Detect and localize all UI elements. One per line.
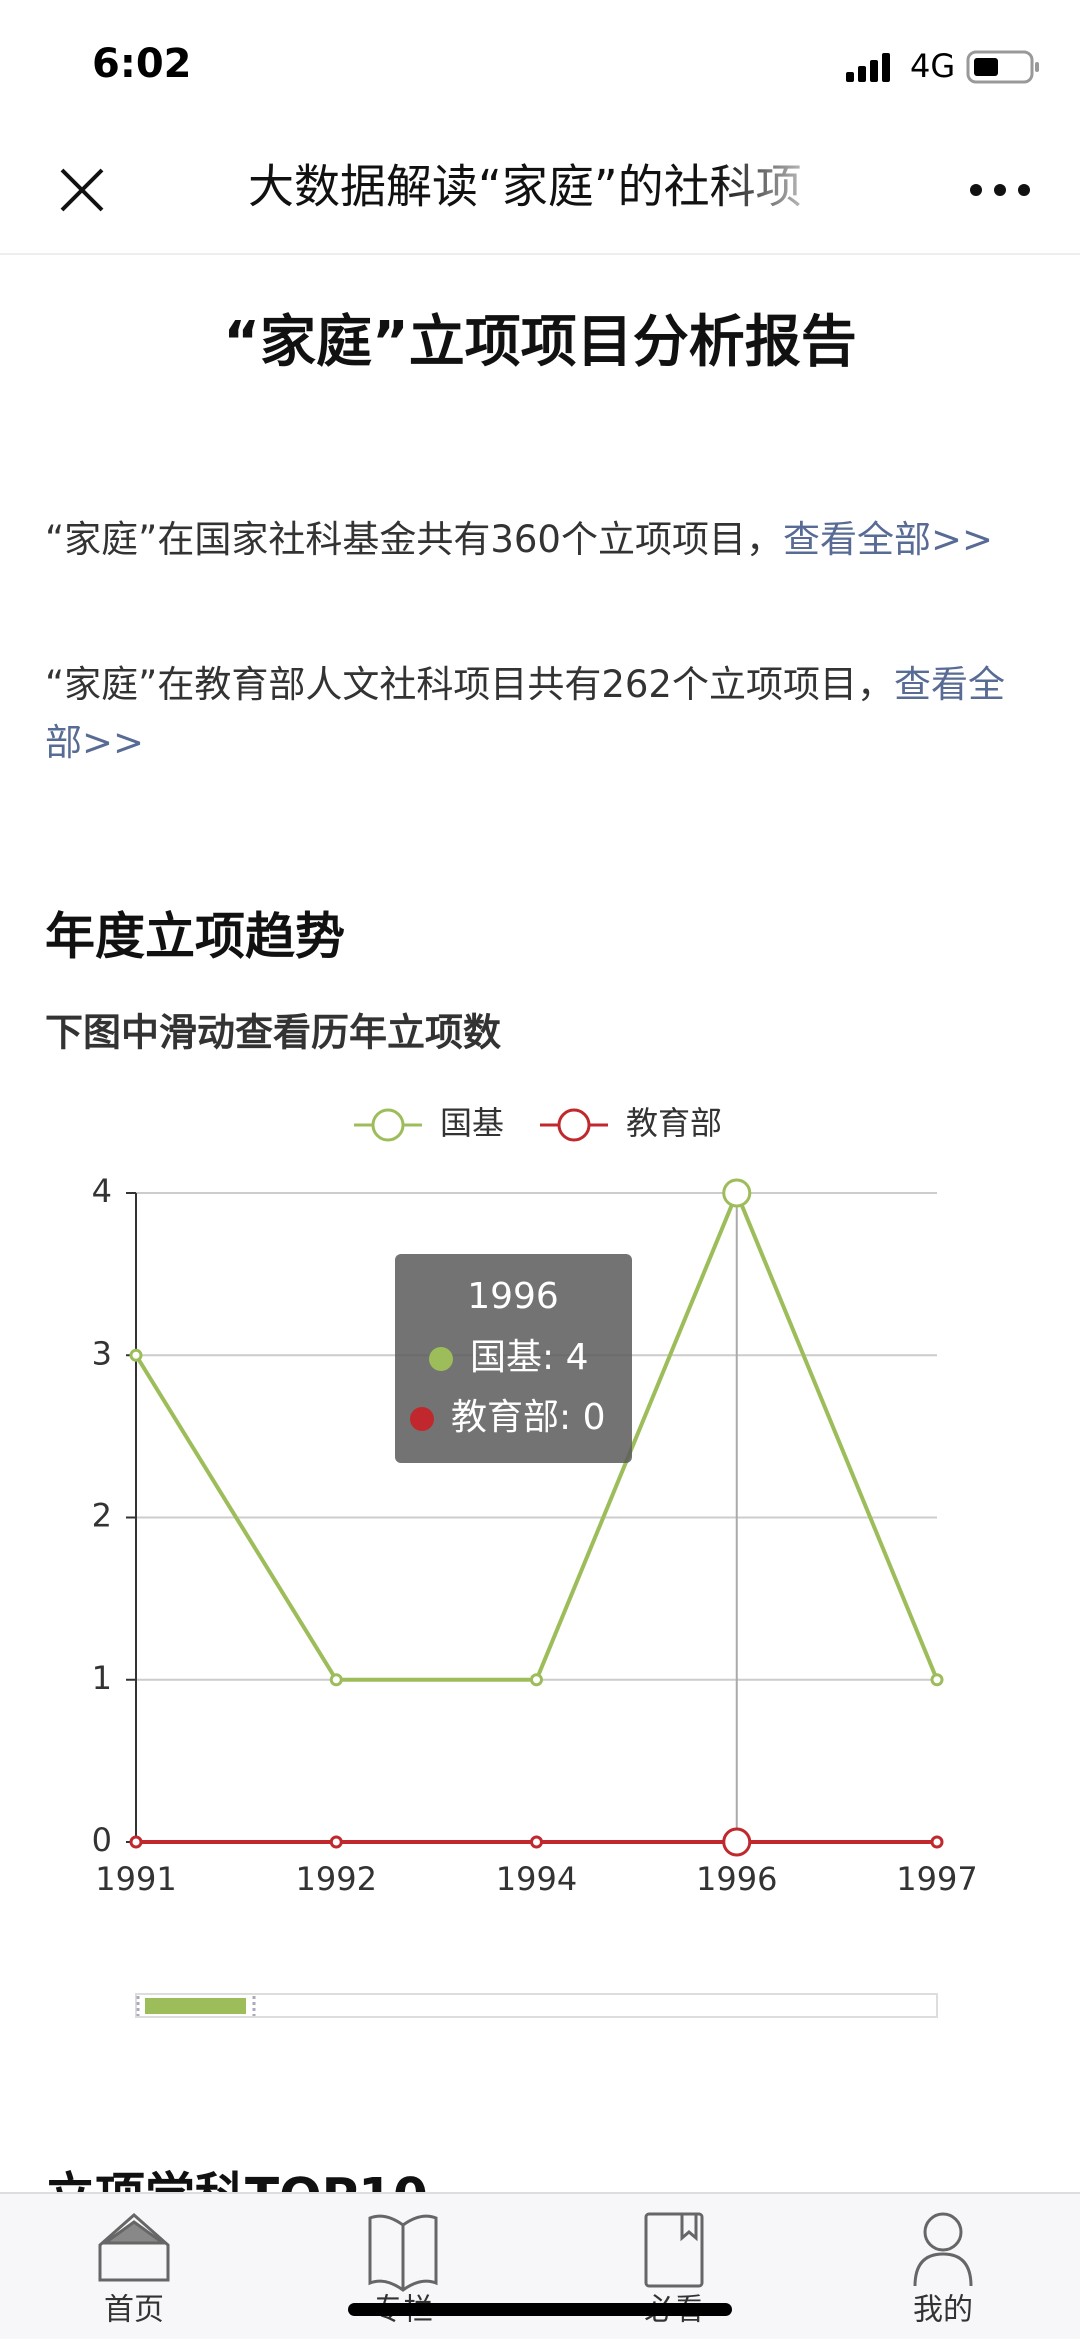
data-point — [329, 1673, 343, 1687]
tab-must-read-icon[interactable] — [644, 2212, 704, 2288]
section-title: 年度立项趋势 — [45, 908, 345, 966]
summary-text: “家庭”在国家社科基金共有360个立项项目， — [45, 518, 783, 561]
tooltip-title: 1996 — [467, 1276, 559, 1317]
data-point — [530, 1835, 543, 1849]
battery-icon — [966, 50, 1039, 84]
summary-2: “家庭”在教育部人文社科项目共有262个立项项目，查看全部>> — [45, 656, 1040, 772]
x-tick-label: 1994 — [496, 1860, 577, 1898]
data-point — [930, 1673, 944, 1687]
y-tick-label: 3 — [92, 1334, 112, 1372]
home-indicator — [348, 2303, 732, 2316]
legend-marker — [371, 1108, 405, 1142]
data-point — [329, 1835, 343, 1849]
section-subtitle: 下图中滑动查看历年立项数 — [45, 1011, 501, 1055]
x-tick-label: 1991 — [95, 1860, 176, 1898]
tooltip-item: 教育部: 0 — [451, 1397, 605, 1438]
chart: 0 1 2 3 4 1991 1992 1994 1996 1997 国基 教育部 1996 国基: 4 教… — [92, 1104, 978, 1898]
nav-title: 大数据解读“家庭”的社科项 — [248, 160, 802, 214]
data-point — [129, 1348, 143, 1362]
tab-label: 我的 — [913, 2293, 973, 2328]
tab-home-icon[interactable] — [98, 2212, 170, 2282]
data-zoom-slider[interactable] — [135, 1993, 938, 2018]
summary-1: “家庭”在国家社科基金共有360个立项项目，查看全部>> — [45, 511, 1040, 569]
tab-mine-icon[interactable] — [913, 2212, 973, 2287]
tooltip — [395, 1254, 632, 1463]
x-tick-label: 1997 — [896, 1860, 977, 1898]
tooltip-dot — [429, 1347, 453, 1371]
y-tick-label: 4 — [92, 1172, 112, 1210]
signal-icon — [846, 53, 890, 82]
y-tick-label: 1 — [92, 1659, 112, 1697]
legend-label: 国基 — [440, 1104, 504, 1142]
report-title: “家庭”立项项目分析报告 — [223, 310, 857, 375]
status-time: 6:02 — [92, 41, 192, 87]
y-tick-label: 2 — [92, 1497, 112, 1535]
tooltip-dot — [410, 1407, 434, 1431]
view-all-link[interactable]: 查看全部>> — [782, 518, 993, 561]
data-point — [129, 1835, 143, 1849]
data-point — [530, 1673, 543, 1687]
data-point — [722, 1178, 752, 1208]
x-tick-label: 1996 — [696, 1860, 777, 1898]
summary-text: “家庭”在教育部人文社科项目共有262个立项项目， — [45, 663, 894, 706]
data-point — [930, 1835, 944, 1849]
status-network: 4G — [910, 47, 955, 85]
legend-label: 教育部 — [626, 1104, 722, 1142]
tab-column-icon[interactable] — [368, 2214, 438, 2292]
data-point — [722, 1827, 752, 1857]
view-all-link[interactable]: 查看全部>> — [45, 663, 1005, 764]
close-button[interactable] — [60, 168, 104, 212]
tooltip-item: 国基: 4 — [470, 1337, 588, 1378]
x-tick-label: 1992 — [296, 1860, 377, 1898]
y-tick-label: 0 — [92, 1821, 112, 1859]
legend-marker — [557, 1108, 591, 1142]
more-button[interactable] — [970, 184, 1030, 196]
tab-label: 首页 — [104, 2293, 164, 2328]
